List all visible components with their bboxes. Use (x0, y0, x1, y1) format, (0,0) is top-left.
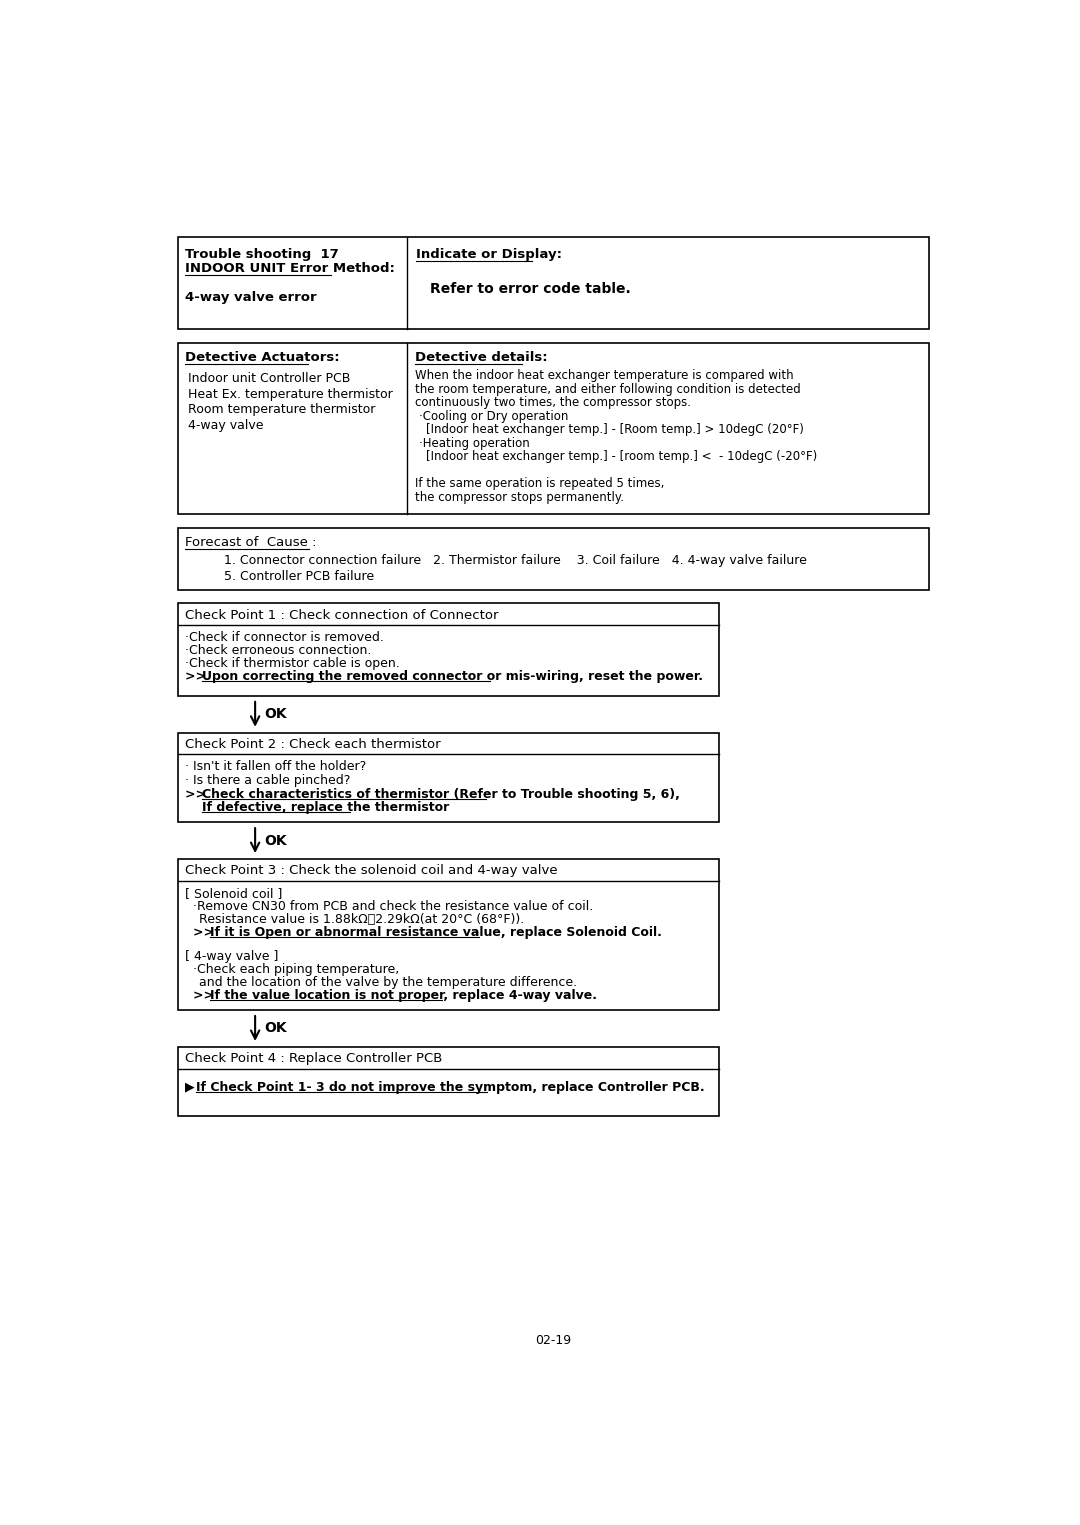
Text: ·Check each piping temperature,: ·Check each piping temperature, (193, 962, 400, 976)
Text: the compressor stops permanently.: the compressor stops permanently. (415, 491, 623, 503)
Text: ·Cooling or Dry operation: ·Cooling or Dry operation (419, 410, 569, 422)
Text: Forecast of  Cause :: Forecast of Cause : (186, 535, 316, 549)
Text: INDOOR UNIT Error Method:: INDOOR UNIT Error Method: (186, 262, 395, 276)
Text: Upon correcting the removed connector or mis-wiring, reset the power.: Upon correcting the removed connector or… (202, 671, 703, 683)
Text: · Is there a cable pinched?: · Is there a cable pinched? (186, 773, 351, 787)
Text: OK: OK (265, 708, 287, 721)
Text: >>: >> (193, 990, 218, 1002)
Text: Trouble shooting  17: Trouble shooting 17 (186, 247, 339, 261)
Bar (177, 528, 930, 590)
Text: Indicate or Display:: Indicate or Display: (416, 247, 563, 261)
Text: [Indoor heat exchanger temp.] - [room temp.] <  - 10degC (-20°F): [Indoor heat exchanger temp.] - [room te… (426, 450, 816, 464)
Text: If Check Point 1- 3 do not improve the symptom, replace Controller PCB.: If Check Point 1- 3 do not improve the s… (197, 1081, 705, 1093)
Text: ·Remove CN30 from PCB and check the resistance value of coil.: ·Remove CN30 from PCB and check the resi… (193, 900, 593, 913)
Text: · Isn't it fallen off the holder?: · Isn't it fallen off the holder? (186, 761, 366, 773)
Text: and the location of the valve by the temperature difference.: and the location of the valve by the tem… (200, 976, 578, 990)
Text: Check characteristics of thermistor (Refer to Trouble shooting 5, 6),: Check characteristics of thermistor (Ref… (202, 788, 680, 801)
Text: [ Solenoid coil ]: [ Solenoid coil ] (186, 886, 283, 900)
Text: ·Check if thermistor cable is open.: ·Check if thermistor cable is open. (186, 657, 400, 671)
Text: Check Point 2 : Check each thermistor: Check Point 2 : Check each thermistor (186, 738, 441, 752)
Bar (177, 859, 719, 1010)
Text: Check Point 1 : Check connection of Connector: Check Point 1 : Check connection of Conn… (186, 608, 499, 622)
Text: If the value location is not proper, replace 4-way valve.: If the value location is not proper, rep… (211, 990, 597, 1002)
Text: ·Check if connector is removed.: ·Check if connector is removed. (186, 631, 384, 644)
Text: 4-way valve error: 4-way valve error (186, 291, 318, 303)
Text: the room temperature, and either following condition is detected: the room temperature, and either followi… (415, 383, 800, 396)
Text: OK: OK (265, 834, 287, 848)
Bar (177, 1048, 719, 1116)
Text: If the same operation is repeated 5 times,: If the same operation is repeated 5 time… (415, 477, 664, 490)
Text: Refer to error code table.: Refer to error code table. (430, 282, 631, 296)
Text: Room temperature thermistor: Room temperature thermistor (189, 403, 376, 416)
Text: 5. Controller PCB failure: 5. Controller PCB failure (225, 569, 375, 583)
Text: When the indoor heat exchanger temperature is compared with: When the indoor heat exchanger temperatu… (415, 369, 794, 383)
Text: [Indoor heat exchanger temp.] - [Room temp.] > 10degC (20°F): [Indoor heat exchanger temp.] - [Room te… (426, 424, 804, 436)
Text: 4-way valve: 4-way valve (189, 419, 264, 432)
Text: If defective, replace the thermistor: If defective, replace the thermistor (202, 801, 449, 814)
Text: Resistance value is 1.88kΩ～2.29kΩ(at 20°C (68°F)).: Resistance value is 1.88kΩ～2.29kΩ(at 20°… (200, 913, 525, 926)
Text: ·Heating operation: ·Heating operation (419, 436, 530, 450)
Bar (177, 343, 930, 514)
Text: >>: >> (186, 671, 211, 683)
Text: Check Point 3 : Check the solenoid coil and 4-way valve: Check Point 3 : Check the solenoid coil … (186, 865, 558, 877)
Text: Indoor unit Controller PCB: Indoor unit Controller PCB (189, 372, 351, 386)
Text: If it is Open or abnormal resistance value, replace Solenoid Coil.: If it is Open or abnormal resistance val… (211, 926, 662, 939)
Bar (177, 604, 719, 695)
Text: [ 4-way valve ]: [ 4-way valve ] (186, 950, 279, 962)
Text: >>: >> (193, 926, 218, 939)
Text: OK: OK (265, 1022, 287, 1035)
Bar (177, 734, 719, 822)
Text: 1. Connector connection failure   2. Thermistor failure    3. Coil failure   4. : 1. Connector connection failure 2. Therm… (225, 554, 807, 567)
Text: >>: >> (186, 788, 211, 801)
Text: ▶: ▶ (186, 1081, 195, 1093)
Text: continuously two times, the compressor stops.: continuously two times, the compressor s… (415, 396, 690, 409)
Text: Check Point 4 : Replace Controller PCB: Check Point 4 : Replace Controller PCB (186, 1052, 443, 1066)
Text: 02-19: 02-19 (536, 1334, 571, 1347)
Text: Detective Actuators:: Detective Actuators: (186, 351, 340, 364)
Text: Heat Ex. temperature thermistor: Heat Ex. temperature thermistor (189, 387, 393, 401)
Bar (177, 236, 930, 329)
Text: ·Check erroneous connection.: ·Check erroneous connection. (186, 644, 372, 657)
Text: Detective details:: Detective details: (415, 351, 548, 364)
